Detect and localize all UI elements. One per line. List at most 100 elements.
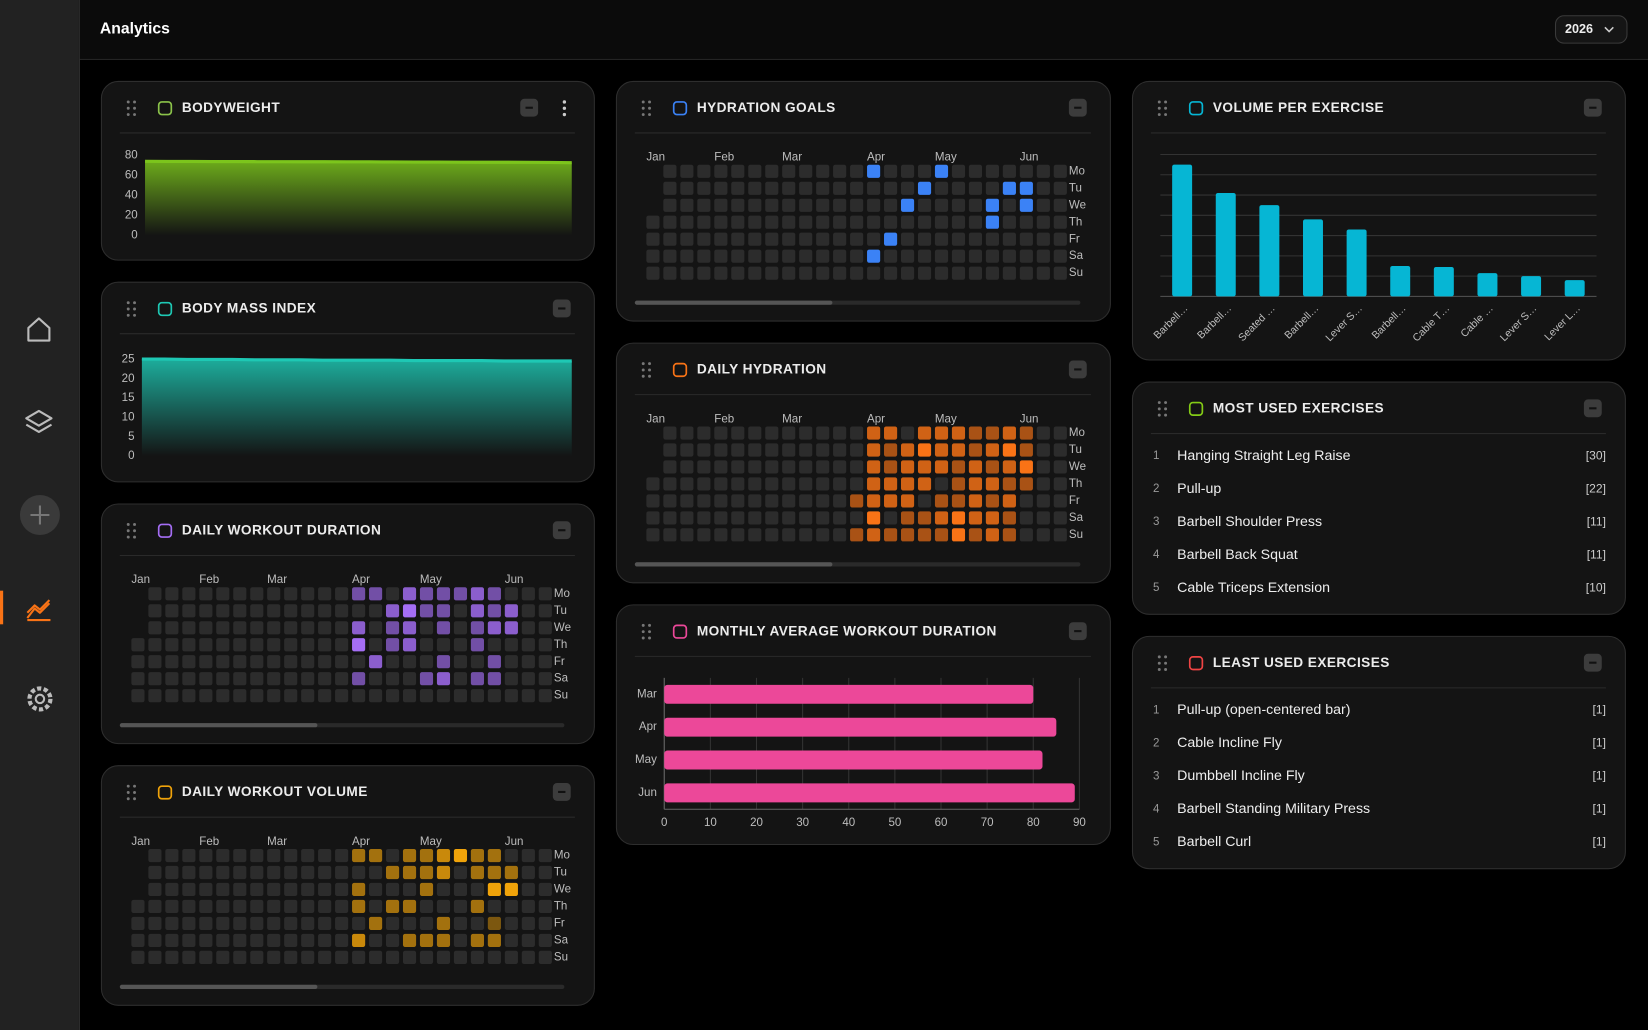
drag-handle-dot[interactable] (133, 106, 137, 110)
drag-handle-dot[interactable] (133, 790, 137, 794)
heatmap-cell (900, 266, 915, 280)
drag-handle-dot[interactable] (126, 301, 130, 305)
heatmap-cell (369, 638, 383, 652)
list-count: [11] (1587, 547, 1606, 561)
drag-handle-dot[interactable] (641, 374, 645, 378)
heatmap-cell (782, 494, 796, 508)
scroll-thumb[interactable] (634, 562, 833, 567)
drag-handle-dot[interactable] (133, 100, 137, 104)
widget-title: LEAST USED EXERCISES (1213, 655, 1390, 670)
heatmap-cell (521, 621, 535, 635)
drag-handle-dot[interactable] (133, 529, 137, 533)
heatmap-cell (504, 638, 518, 652)
heatmap-cell (867, 443, 881, 457)
heatmap-cell (680, 426, 694, 440)
drag-handle-dot[interactable] (1164, 668, 1168, 671)
heatmap-cell (199, 882, 213, 897)
drag-handle-dot[interactable] (133, 113, 137, 117)
heatmap-cell (369, 621, 383, 635)
drag-handle-dot[interactable] (133, 535, 137, 539)
drag-handle-dot[interactable] (1157, 655, 1161, 659)
heatmap-cell (419, 899, 434, 914)
heatmap-cell (199, 655, 213, 669)
heatmap-cell (816, 426, 830, 440)
drag-handle-dot[interactable] (126, 106, 130, 110)
drag-handle-dot[interactable] (648, 368, 652, 372)
drag-handle-dot[interactable] (1164, 100, 1168, 104)
nav-layers[interactable] (25, 409, 53, 434)
drag-handle-dot[interactable] (126, 113, 130, 117)
heatmap-cell (165, 689, 179, 703)
scroll-thumb[interactable] (119, 984, 318, 990)
heatmap-cell (436, 865, 451, 880)
drag-handle-dot[interactable] (126, 797, 130, 801)
drag-handle-dot[interactable] (126, 784, 130, 788)
drag-handle-dot[interactable] (1157, 113, 1161, 117)
drag-handle-dot[interactable] (648, 374, 652, 378)
heatmap-cell (385, 865, 400, 880)
nav-analytics[interactable] (26, 599, 51, 622)
drag-handle-dot[interactable] (133, 522, 137, 526)
heatmap-cell (352, 865, 366, 880)
heatmap-cell (646, 249, 660, 263)
drag-handle-dot[interactable] (1164, 407, 1168, 411)
drag-handle-dot[interactable] (1164, 106, 1168, 110)
drag-handle-dot[interactable] (126, 313, 130, 317)
drag-handle-dot[interactable] (1157, 401, 1161, 405)
drag-handle-dot[interactable] (1157, 668, 1161, 671)
menu-dot[interactable] (562, 100, 567, 104)
drag-handle-dot[interactable] (1164, 661, 1168, 665)
drag-handle-dot[interactable] (1157, 661, 1161, 665)
y-tick-label: 20 (125, 210, 138, 222)
drag-handle-dot[interactable] (133, 307, 137, 311)
drag-handle-dot[interactable] (1157, 413, 1161, 417)
drag-handle-dot[interactable] (133, 784, 137, 788)
menu-dot[interactable] (562, 112, 567, 117)
scroll-thumb[interactable] (634, 300, 833, 305)
heatmap-cell (521, 587, 535, 601)
drag-handle-dot[interactable] (641, 368, 645, 372)
drag-handle-dot[interactable] (126, 535, 130, 539)
heatmap-cell (335, 689, 349, 703)
drag-handle-dot[interactable] (648, 623, 652, 627)
heatmap-cell (267, 638, 281, 652)
drag-handle-dot[interactable] (641, 113, 645, 117)
drag-handle-dot[interactable] (126, 529, 130, 533)
drag-handle-dot[interactable] (1157, 106, 1161, 110)
heatmap-cell (216, 604, 230, 618)
drag-handle-dot[interactable] (1164, 655, 1168, 659)
drag-handle-dot[interactable] (641, 362, 645, 366)
drag-handle-dot[interactable] (641, 100, 645, 104)
nav-settings[interactable] (27, 686, 53, 712)
drag-handle-dot[interactable] (1164, 401, 1168, 405)
nav-home[interactable] (27, 317, 51, 342)
heatmap-cell (182, 848, 196, 863)
drag-handle-dot[interactable] (1164, 113, 1168, 117)
drag-handle-dot[interactable] (133, 301, 137, 305)
drag-handle-dot[interactable] (648, 113, 652, 117)
menu-dot[interactable] (562, 106, 567, 110)
drag-handle-dot[interactable] (1164, 413, 1168, 417)
drag-handle-dot[interactable] (133, 313, 137, 317)
drag-handle-dot[interactable] (648, 106, 652, 110)
drag-handle-dot[interactable] (126, 307, 130, 311)
drag-handle-dot[interactable] (641, 623, 645, 627)
drag-handle-dot[interactable] (641, 630, 645, 634)
heatmap-cell (453, 621, 468, 635)
heatmap-cell (680, 181, 694, 195)
drag-handle-dot[interactable] (648, 362, 652, 366)
drag-handle-dot[interactable] (126, 522, 130, 526)
drag-handle-dot[interactable] (133, 797, 137, 801)
drag-handle-dot[interactable] (126, 100, 130, 104)
drag-handle-dot[interactable] (641, 636, 645, 640)
drag-handle-dot[interactable] (1157, 100, 1161, 104)
drag-handle-dot[interactable] (1157, 407, 1161, 411)
scroll-thumb[interactable] (119, 723, 318, 728)
heatmap-cell (646, 232, 660, 246)
drag-handle-dot[interactable] (126, 790, 130, 794)
year-select[interactable] (1554, 15, 1628, 44)
drag-handle-dot[interactable] (648, 100, 652, 104)
drag-handle-dot[interactable] (648, 636, 652, 640)
drag-handle-dot[interactable] (648, 630, 652, 634)
drag-handle-dot[interactable] (641, 106, 645, 110)
